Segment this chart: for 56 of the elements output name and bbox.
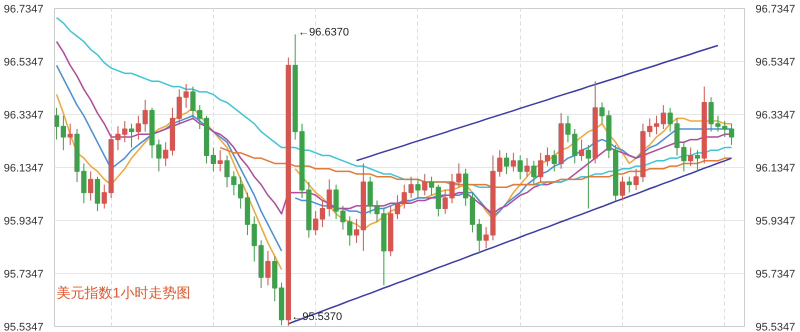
candlestick (654, 115, 660, 135)
candlestick (333, 184, 339, 220)
y2-tick-label: 96.7347 (756, 4, 796, 16)
candlestick (252, 216, 257, 262)
candlestick (518, 154, 523, 180)
candlestick (422, 174, 428, 196)
candlestick (620, 176, 626, 202)
candlestick (626, 176, 632, 194)
y2-tick-label: 95.9347 (756, 216, 796, 228)
y-tick-label: 95.7347 (4, 268, 44, 280)
candlestick (688, 147, 694, 167)
candlestick (128, 123, 134, 148)
candlestick (510, 152, 516, 172)
candlestick (578, 139, 584, 162)
candlestick (415, 178, 421, 198)
y2-tick-label: 96.5347 (756, 56, 796, 68)
candlestick (708, 96, 714, 132)
candlestick (428, 176, 434, 196)
line-series (356, 44, 719, 162)
candlestick (586, 144, 591, 209)
candlestick (210, 147, 216, 172)
y-tick-label: 96.1347 (4, 162, 44, 174)
candlestick (524, 158, 530, 178)
y2-tick-label: 95.7347 (756, 268, 796, 280)
candlestick (88, 170, 94, 202)
candlestick (218, 150, 223, 172)
y-tick-label: 96.7347 (4, 4, 44, 16)
y-tick-label: 95.5347 (4, 322, 44, 332)
candlestick (436, 184, 441, 217)
annotation: ←96.6370 (298, 26, 349, 38)
candlestick (354, 218, 360, 244)
candlestick (94, 176, 100, 212)
candlestick (68, 123, 73, 146)
y-tick-label: 96.5347 (4, 56, 44, 68)
candlestick (265, 250, 271, 286)
candlestick (633, 168, 639, 190)
y-tick-label: 95.9347 (4, 216, 44, 228)
candlestick (694, 150, 700, 172)
candlestick (60, 115, 66, 151)
y2-tick-label: 96.1347 (756, 162, 796, 174)
candlestick (538, 152, 544, 182)
line-series (288, 157, 732, 325)
candlestick (544, 147, 550, 167)
candlestick (552, 150, 557, 172)
y2-tick-label: 95.5347 (756, 322, 796, 332)
candlestick (668, 107, 673, 132)
y2-tick-label: 96.3347 (756, 110, 796, 122)
text: 美元指数1小时走势图 (56, 284, 190, 300)
candlestick (531, 160, 536, 186)
y-tick-label: 96.3347 (4, 110, 44, 122)
candlestick (483, 226, 489, 249)
candlestick (476, 218, 482, 254)
candlestick (660, 104, 666, 130)
candlestick (190, 86, 196, 119)
candlestick (504, 152, 510, 175)
candlestick (54, 107, 60, 140)
